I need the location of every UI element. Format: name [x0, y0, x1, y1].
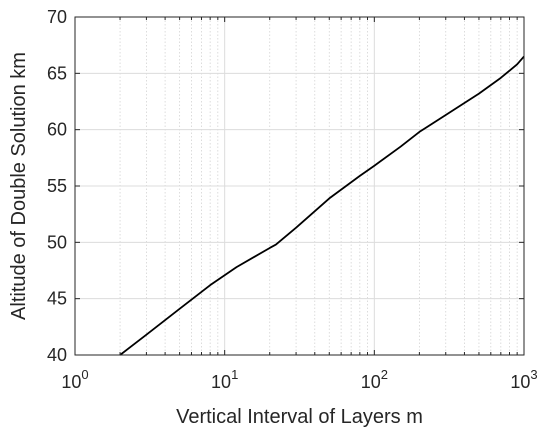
y-tick-label: 55: [47, 176, 67, 196]
x-tick-label: 101: [211, 367, 238, 392]
x-tick-label: 102: [361, 367, 388, 392]
y-tick-label: 60: [47, 120, 67, 140]
y-tick-label: 65: [47, 63, 67, 83]
x-axis-label: Vertical Interval of Layers m: [176, 406, 423, 428]
y-tick-label: 70: [47, 7, 67, 27]
series-layer: [119, 55, 525, 356]
y-tick-label: 50: [47, 232, 67, 252]
y-tick-label: 40: [47, 345, 67, 365]
y-tick-label: 45: [47, 289, 67, 309]
x-tick-label: 100: [61, 367, 88, 392]
y-axis-label: Altitude of Double Solution km: [8, 52, 30, 320]
x-tick-label: 103: [510, 367, 537, 392]
tick-labels: 100 101 102 103 40 45 50 55 60 65 70: [47, 7, 538, 392]
tick-marks: [74, 16, 525, 356]
series-line: [119, 55, 525, 356]
